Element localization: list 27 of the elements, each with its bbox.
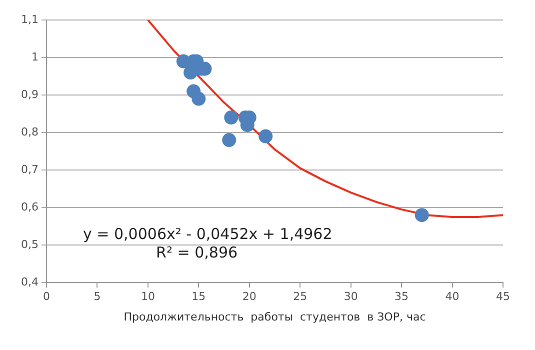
x-tick-label: 5 bbox=[94, 290, 101, 304]
x-tick-label: 15 bbox=[192, 290, 206, 304]
y-tick-label: 0,8 bbox=[20, 125, 38, 138]
annotation: R² = 0,896 bbox=[156, 244, 238, 262]
x-tick-label: 35 bbox=[394, 290, 409, 304]
y-tick-label: 0,7 bbox=[20, 162, 38, 176]
annotation: y = 0,0006x² - 0,0452x + 1,4962 bbox=[83, 225, 332, 244]
point bbox=[414, 208, 429, 222]
point bbox=[184, 66, 198, 80]
y-tick-label: 0,9 bbox=[20, 88, 38, 101]
y-tick-label: 1,1 bbox=[20, 12, 38, 26]
x-tick-label: 10 bbox=[140, 290, 155, 304]
y-tick-label: 1 bbox=[31, 50, 38, 64]
point bbox=[258, 129, 273, 144]
x-tick-label: 40 bbox=[445, 290, 460, 304]
y-tick-label: 0,5 bbox=[20, 238, 38, 251]
point bbox=[222, 133, 236, 148]
x-tick-label: 20 bbox=[242, 290, 256, 304]
x-tick-label: 0 bbox=[42, 290, 50, 304]
point bbox=[192, 92, 206, 106]
x-tick-label: 30 bbox=[344, 290, 358, 304]
x-tick-label: 25 bbox=[293, 290, 308, 304]
y-tick-label: 0,4 bbox=[20, 275, 38, 288]
x-axis-title: Продолжительность работы студентов в ЗОР, час bbox=[124, 310, 426, 324]
y-tick-label: 0,6 bbox=[20, 200, 38, 214]
point bbox=[224, 110, 238, 125]
x-tick-label: 45 bbox=[496, 290, 510, 304]
